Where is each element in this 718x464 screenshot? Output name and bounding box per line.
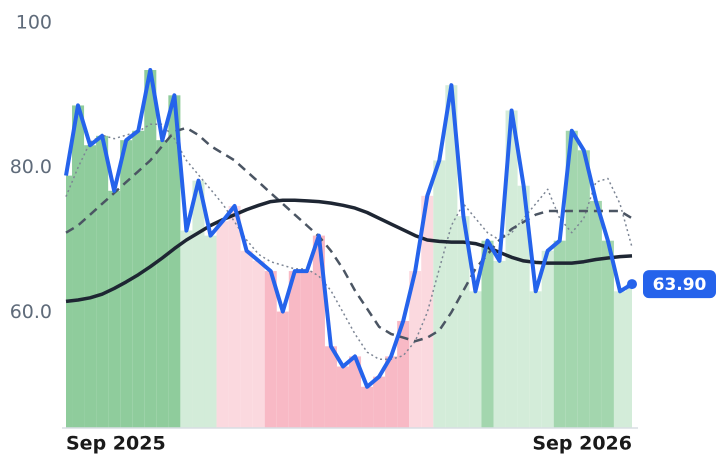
fill-bar [192, 180, 205, 428]
fill-bar [336, 366, 349, 428]
y-tick-label: 60.0 [10, 301, 52, 323]
fill-bar [349, 356, 362, 428]
fill-bar [517, 185, 530, 428]
fill-bar [144, 70, 157, 429]
fill-bar [228, 205, 241, 428]
y-tick-label: 80.0 [10, 156, 52, 178]
fill-bar [84, 145, 97, 429]
fill-bar [324, 346, 337, 428]
fill-bar [481, 240, 494, 428]
fill-bar [96, 135, 109, 429]
fill-bar [457, 216, 470, 428]
fill-bar [132, 130, 145, 429]
fill-bar [288, 271, 301, 428]
fill-bar [240, 250, 253, 428]
y-tick-label: 100 [16, 12, 52, 34]
fill-bar [541, 250, 554, 428]
fill-bar [168, 95, 181, 429]
fill-bar [625, 284, 632, 428]
last-point [627, 279, 637, 290]
fill-bar [120, 140, 133, 429]
fill-bar [204, 235, 217, 428]
fill-bar [493, 260, 506, 428]
fill-bar [385, 356, 398, 428]
fill-bar [156, 140, 169, 429]
fill-bar [613, 291, 626, 428]
fill-bar [601, 240, 614, 428]
fill-bar [397, 320, 410, 428]
fill-bar [276, 311, 289, 428]
fill-bar [469, 291, 482, 428]
value-badge [643, 270, 716, 299]
line-series [65, 198, 633, 304]
fill-bar [180, 230, 193, 428]
fill-bar [505, 110, 518, 429]
fill-bar [565, 130, 578, 429]
fill-bar [433, 160, 446, 429]
fill-bar [72, 105, 85, 429]
fill-bar [216, 221, 229, 428]
fill-bar [553, 240, 566, 428]
fill-bar [445, 85, 458, 429]
fill-bar [577, 150, 590, 429]
fill-bar [529, 291, 542, 428]
fill-bar [252, 260, 265, 428]
fill-bar [409, 271, 422, 428]
fill-bar [312, 235, 325, 428]
fill-bar [361, 386, 374, 428]
line-series [65, 126, 633, 343]
fill-bar [300, 271, 313, 428]
x-tick-label: Sep 2025 [66, 433, 166, 455]
line-series [64, 68, 634, 389]
fill-bar [108, 190, 121, 428]
fill-bar [373, 376, 386, 428]
x-tick-label: Sep 2026 [532, 433, 632, 455]
fill-bar [264, 271, 277, 428]
fill-bar [421, 195, 434, 428]
fill-bar [589, 200, 602, 428]
value-badge-label: 63.90 [653, 275, 707, 295]
